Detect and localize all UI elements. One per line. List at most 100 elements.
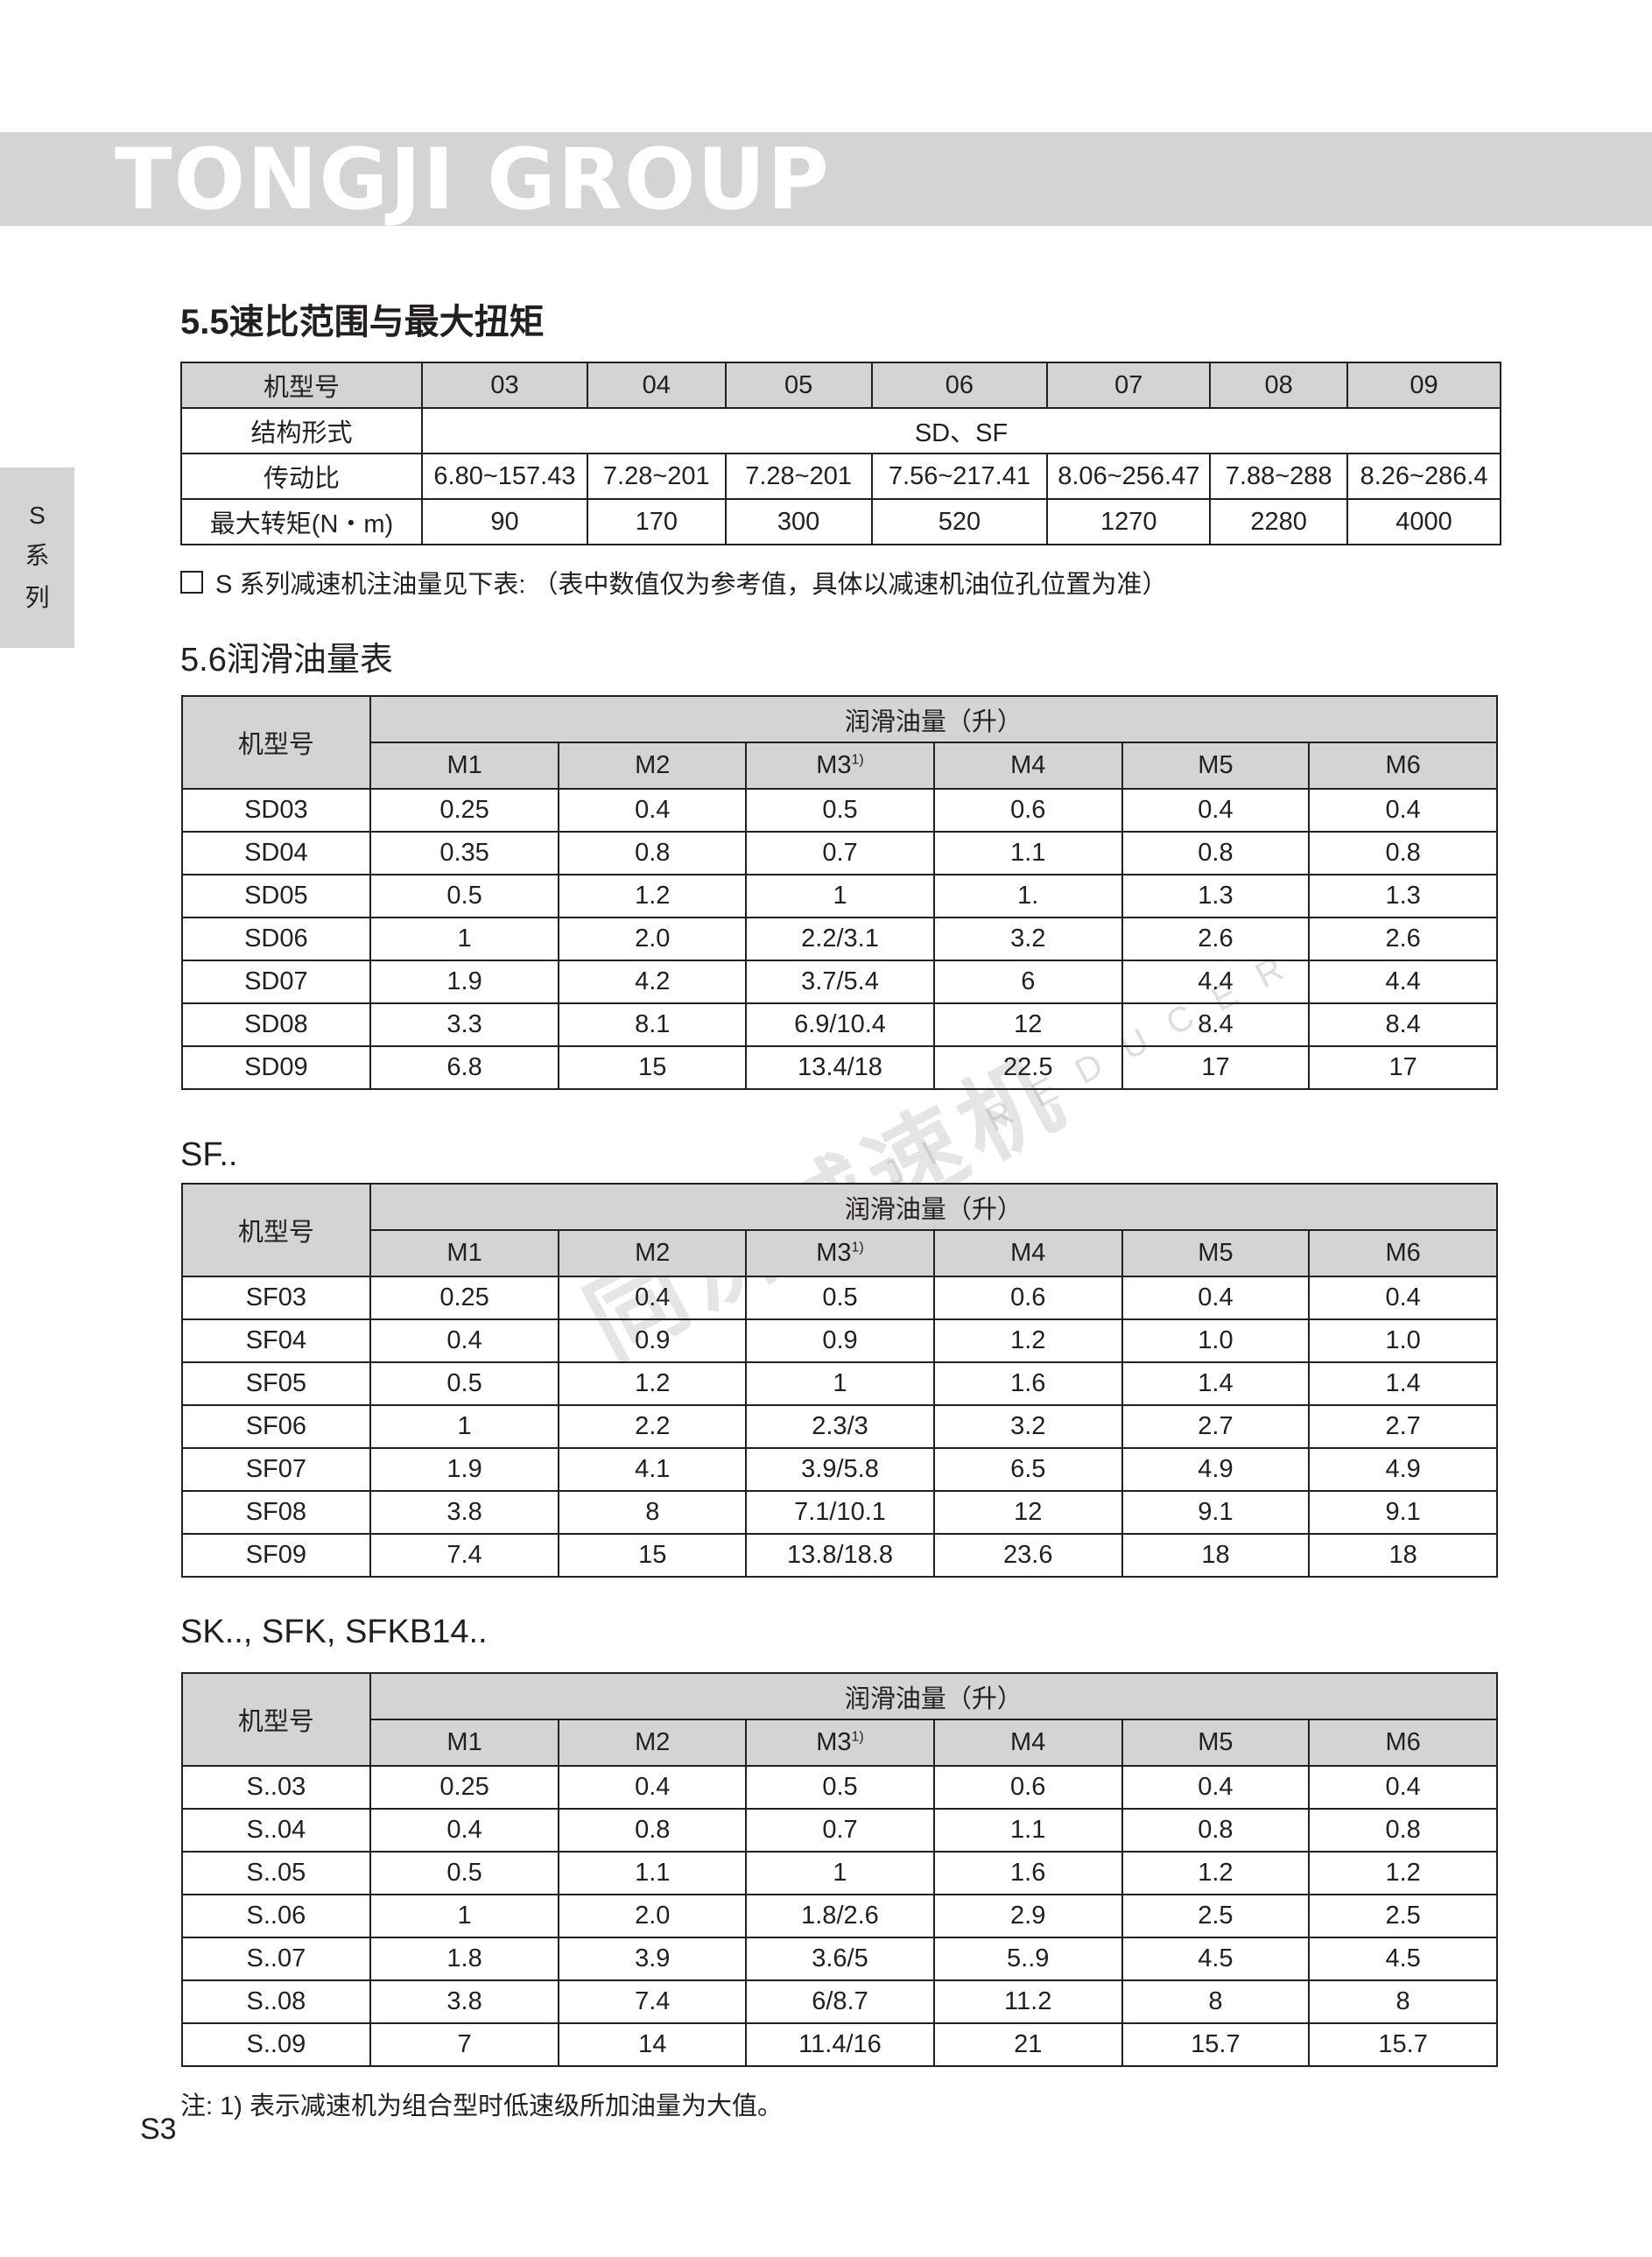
oil-volume-cell: 2.2/3.1 [745,917,935,961]
oil-volume-cell: 0.4 [369,1318,560,1363]
oil-volume-cell: 0.8 [1121,1808,1311,1853]
oil-volume-cell: 2.9 [932,1894,1123,1938]
oil-volume-cell: 6/8.7 [745,1979,935,2024]
table-cell: 06 [870,362,1049,409]
model-cell: SF04 [181,1318,371,1363]
model-header: 机型号 [181,1672,371,1767]
footnote: 注: 1) 表示减速机为组合型时低速级所加油量为大值。 [180,2092,783,2120]
oil-volume-cell: 0.25 [369,1765,560,1810]
group-header: 润滑油量（升） [369,1672,1499,1720]
column-label: M4 [1010,1728,1046,1756]
model-header: 机型号 [181,1183,371,1277]
oil-volume-cell: 3.7/5.4 [745,960,935,1004]
table-cell: 05 [724,362,873,409]
oil-volume-cell: 2.6 [1308,917,1498,961]
mounting-position-header: M5 [1121,742,1311,790]
lube-table-sf: 机型号 润滑油量（升） M1 M2 M31) M4 M5 M6 SF03 0.25 0.4 0.5 0.… [181,1183,1499,1578]
oil-volume-cell: 1.6 [932,1851,1123,1895]
oil-volume-cell: 0.4 [558,788,748,833]
section-title-5-5: 5.5速比范围与最大扭矩 [180,303,545,341]
column-label: M3 [816,1239,852,1267]
oil-volume-cell: 7.4 [558,1979,748,2024]
oil-volume-cell: 7.4 [369,1533,560,1578]
table-cell: 8.06~256.47 [1046,453,1212,500]
side-tab-char: 系 [25,542,50,569]
column-label: M6 [1385,751,1421,779]
table-row: S..06 1 2.0 1.8/2.6 2.9 2.5 2.5 [181,1894,1498,1938]
lube-table-sd: 机型号 润滑油量（升） M1 M2 M31) M4 M5 M6 SD03 0.25 0.4 0.5 0.… [181,695,1499,1090]
oil-volume-cell: 6.8 [369,1045,560,1090]
mounting-position-header: M2 [558,1229,748,1277]
oil-volume-cell: 15 [558,1533,748,1578]
oil-volume-cell: 0.35 [369,831,560,875]
oil-volume-cell: 3.2 [932,917,1123,961]
mounting-position-header: M2 [558,1719,748,1767]
oil-volume-cell: 22.5 [932,1045,1123,1090]
side-tab-char: 列 [25,584,50,611]
oil-volume-cell: 1 [369,917,560,961]
column-label: M3 [816,751,852,779]
oil-volume-cell: 0.4 [1308,1276,1498,1320]
oil-volume-cell: 0.6 [932,1765,1123,1810]
oil-volume-cell: 1 [745,1851,935,1895]
table-cell: 2280 [1209,498,1349,545]
table-row: S..07 1.8 3.9 3.6/5 5..9 4.5 4.5 [181,1937,1498,1981]
model-cell: SF06 [181,1404,371,1449]
oil-volume-cell: 2.7 [1121,1404,1311,1449]
oil-volume-cell: 1.8 [369,1937,560,1981]
oil-volume-cell: 0.5 [745,1276,935,1320]
oil-volume-cell: 0.5 [369,874,560,918]
column-label: M6 [1385,1728,1421,1756]
oil-volume-cell: 2.5 [1121,1894,1311,1938]
table-row: 机型号 03 04 05 06 07 08 09 [179,362,1501,409]
oil-volume-cell: 9.1 [1121,1490,1311,1535]
oil-volume-cell: 4.9 [1308,1447,1498,1492]
oil-volume-cell: 18 [1121,1533,1311,1578]
oil-volume-cell: 1 [745,874,935,918]
mounting-position-header: M31) [745,1719,935,1767]
oil-volume-cell: 0.4 [1308,1765,1498,1810]
mounting-position-header: M6 [1308,1229,1498,1277]
table-cell: 09 [1346,362,1501,409]
oil-volume-cell: 0.8 [558,831,748,875]
table-row: SD09 6.8 15 13.4/18 22.5 17 17 [181,1045,1498,1090]
table-row: SF08 3.8 8 7.1/10.1 12 9.1 9.1 [181,1490,1498,1535]
oil-volume-cell: 12 [932,1490,1123,1535]
column-label: M1 [446,1728,482,1756]
column-label: M2 [635,1239,671,1267]
oil-volume-cell: 1.2 [558,874,748,918]
column-label: M4 [1010,751,1046,779]
ratio-torque-table: 机型号 03 04 05 06 07 08 09 结构形式 SD、SF 传动比 6.80~157.43… [179,362,1501,545]
mounting-position-header: M6 [1308,742,1498,790]
header-row: 机型号 润滑油量（升） [181,695,1499,790]
header-band: TONGJI GROUP [0,132,1652,226]
column-label: M5 [1198,751,1234,779]
table-cell: 08 [1209,362,1349,409]
oil-volume-cell: 0.8 [1308,831,1498,875]
oil-volume-cell: 4.1 [558,1447,748,1492]
footnote-marker: 1) [851,1729,864,1745]
table-cell: 04 [586,362,727,409]
oil-volume-cell: 0.5 [369,1851,560,1895]
table-cell: 4000 [1346,498,1501,545]
mounting-position-header: M4 [932,1719,1123,1767]
oil-volume-cell: 23.6 [932,1533,1123,1578]
table-row: SD03 0.25 0.4 0.5 0.6 0.4 0.4 [181,788,1498,833]
model-cell: SD07 [181,960,371,1004]
mounting-position-header: M31) [745,1229,935,1277]
oil-volume-cell: 2.6 [1121,917,1311,961]
mounting-position-header: M1 [369,1719,560,1767]
oil-volume-cell: 4.2 [558,960,748,1004]
oil-volume-cell: 4.5 [1308,1937,1498,1981]
oil-volume-cell: 1 [745,1361,935,1406]
group-header: 润滑油量（升） [369,1183,1499,1231]
column-label: M5 [1198,1239,1234,1267]
oil-volume-cell: 1. [932,874,1123,918]
model-cell: SF07 [181,1447,371,1492]
oil-volume-cell: 14 [558,2022,748,2067]
table-row: 传动比 6.80~157.43 7.28~201 7.28~201 7.56~217.4… [179,453,1501,500]
table-row: SD07 1.9 4.2 3.7/5.4 6 4.4 4.4 [181,960,1498,1004]
table-cell: 07 [1046,362,1212,409]
oil-volume-cell: 1 [369,1404,560,1449]
oil-volume-cell: 1.2 [558,1361,748,1406]
